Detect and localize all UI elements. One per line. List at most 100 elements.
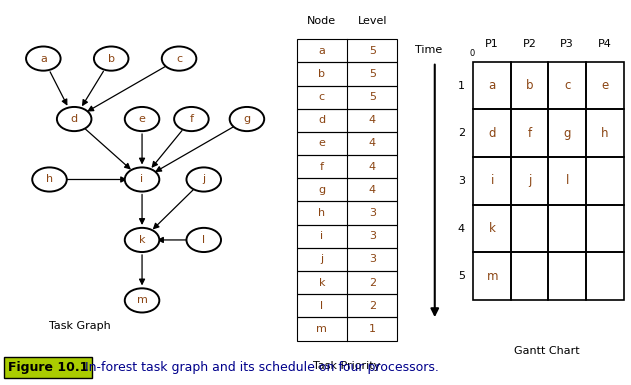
Bar: [297, 271, 398, 294]
Text: 2: 2: [369, 278, 376, 288]
Text: m: m: [136, 295, 148, 305]
Bar: [297, 318, 398, 341]
Circle shape: [94, 47, 129, 71]
Text: e: e: [601, 79, 608, 92]
Circle shape: [125, 167, 159, 192]
Text: k: k: [319, 278, 325, 288]
Text: a: a: [319, 46, 326, 56]
Bar: [548, 205, 586, 253]
Bar: [297, 132, 398, 155]
Bar: [511, 109, 548, 157]
Bar: [297, 225, 398, 248]
Text: Task Priority: Task Priority: [314, 361, 380, 371]
Bar: [473, 253, 511, 300]
Bar: [297, 62, 398, 85]
Text: In-forest task graph and its schedule on four processors.: In-forest task graph and its schedule on…: [85, 361, 439, 374]
Circle shape: [187, 228, 221, 252]
Text: P3: P3: [560, 38, 574, 49]
Bar: [297, 39, 398, 62]
Text: a: a: [40, 54, 47, 64]
Bar: [511, 205, 548, 253]
Text: 1: 1: [369, 324, 375, 334]
Text: 4: 4: [457, 224, 465, 234]
Text: e: e: [319, 139, 326, 149]
Bar: [548, 157, 586, 205]
Text: j: j: [321, 254, 324, 264]
Circle shape: [125, 107, 159, 131]
Text: i: i: [141, 174, 144, 184]
Text: P1: P1: [485, 38, 499, 49]
Bar: [548, 253, 586, 300]
Text: d: d: [488, 127, 496, 140]
Text: 5: 5: [369, 69, 375, 79]
Text: d: d: [318, 115, 326, 125]
Text: c: c: [176, 54, 182, 64]
Bar: [297, 201, 398, 225]
Bar: [511, 157, 548, 205]
Text: h: h: [318, 208, 326, 218]
Circle shape: [125, 288, 159, 313]
Bar: [297, 155, 398, 178]
Text: Time: Time: [415, 45, 443, 55]
Text: 3: 3: [369, 231, 375, 241]
Text: 0: 0: [469, 49, 475, 59]
Text: c: c: [564, 79, 570, 92]
Text: k: k: [139, 235, 145, 245]
Bar: [511, 62, 548, 109]
Bar: [511, 253, 548, 300]
Text: 5: 5: [369, 46, 375, 56]
Bar: [297, 109, 398, 132]
Text: 2: 2: [369, 301, 376, 311]
Text: j: j: [202, 174, 205, 184]
Text: Level: Level: [358, 15, 387, 25]
Text: b: b: [319, 69, 326, 79]
Text: f: f: [320, 162, 324, 172]
Text: P4: P4: [598, 38, 611, 49]
Text: k: k: [489, 222, 495, 235]
Text: l: l: [321, 301, 324, 311]
Text: 3: 3: [458, 176, 465, 186]
Bar: [586, 205, 623, 253]
Circle shape: [187, 167, 221, 192]
Text: i: i: [321, 231, 324, 241]
Text: h: h: [601, 127, 608, 140]
Circle shape: [162, 47, 196, 71]
Text: g: g: [244, 114, 251, 124]
Text: c: c: [319, 92, 325, 102]
Bar: [473, 62, 511, 109]
Circle shape: [125, 228, 159, 252]
Text: g: g: [318, 185, 326, 195]
Bar: [586, 62, 623, 109]
Circle shape: [26, 47, 61, 71]
Text: g: g: [563, 127, 571, 140]
Text: b: b: [526, 79, 533, 92]
Bar: [586, 157, 623, 205]
Bar: [473, 109, 511, 157]
Text: 5: 5: [369, 92, 375, 102]
Text: e: e: [139, 114, 146, 124]
Circle shape: [174, 107, 209, 131]
Text: 3: 3: [369, 208, 375, 218]
Bar: [586, 253, 623, 300]
Text: 2: 2: [457, 128, 465, 138]
Text: d: d: [71, 114, 78, 124]
Text: 1: 1: [458, 80, 465, 90]
Text: 4: 4: [369, 115, 376, 125]
Text: 4: 4: [369, 139, 376, 149]
Text: f: f: [528, 127, 532, 140]
Circle shape: [32, 167, 67, 192]
Text: 3: 3: [369, 254, 375, 264]
Text: l: l: [565, 174, 569, 187]
Text: i: i: [490, 174, 494, 187]
Text: f: f: [189, 114, 194, 124]
Bar: [548, 62, 586, 109]
Text: Node: Node: [307, 15, 336, 25]
Bar: [586, 109, 623, 157]
Bar: [297, 85, 398, 109]
Text: j: j: [528, 174, 531, 187]
Bar: [297, 178, 398, 201]
Bar: [473, 205, 511, 253]
Text: a: a: [488, 79, 496, 92]
Text: 5: 5: [458, 271, 465, 281]
Text: l: l: [202, 235, 205, 245]
